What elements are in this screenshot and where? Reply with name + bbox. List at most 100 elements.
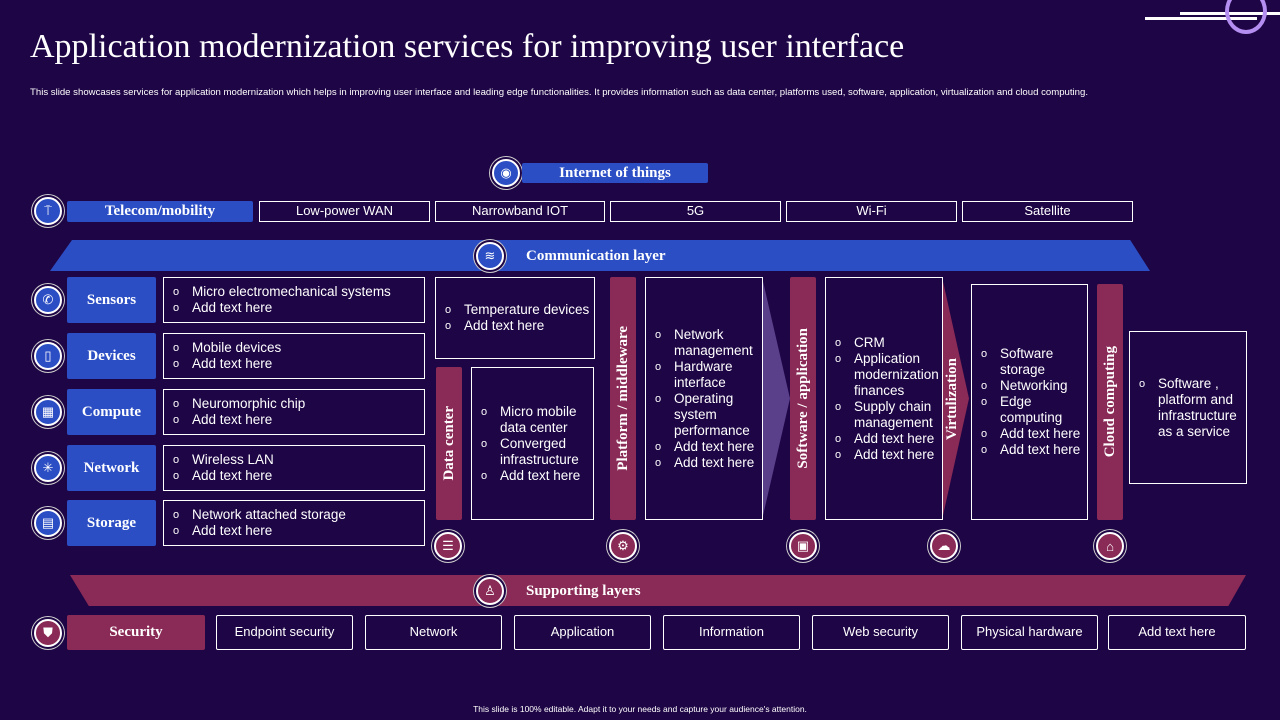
row-label-sensors: Sensors [67, 277, 156, 323]
row-box-compute: Neuromorphic chipAdd text here [163, 389, 425, 435]
software-bar: Software / application [790, 277, 816, 520]
list-item: Micro electromechanical systems [164, 284, 391, 300]
bullet-list: Mobile devicesAdd text here [164, 340, 281, 372]
software-box: CRMApplication modernization financesSup… [825, 277, 943, 520]
row-box-network: Wireless LANAdd text here [163, 445, 425, 491]
security-item: Endpoint security [216, 615, 353, 650]
list-item: Network attached storage [164, 507, 346, 523]
cloud-laptop-icon: ⌂ [1096, 532, 1124, 560]
list-item: Neuromorphic chip [164, 396, 305, 412]
list-item: Add text here [164, 523, 346, 539]
chip-icon: ▦ [34, 398, 62, 426]
monitor-gear-icon: ▣ [789, 532, 817, 560]
platform-box: Network managementHardware interfaceOper… [645, 277, 763, 520]
list-item: Add text here [646, 455, 758, 471]
list-item: Operating system performance [646, 391, 758, 439]
list-item: Add text here [164, 468, 274, 484]
cloud-bar: Cloud computing [1097, 284, 1123, 520]
list-item: Add text here [972, 426, 1087, 442]
cloud-box: Software , platform and infrastructure a… [1129, 331, 1247, 484]
mobile-device-icon: ▯ [34, 342, 62, 370]
decoration-ring [1225, 0, 1267, 34]
list-item: Add text here [972, 442, 1087, 458]
list-item: Supply chain management [826, 399, 942, 431]
list-item: Mobile devices [164, 340, 281, 356]
list-item: Application modernization finances [826, 351, 942, 399]
bullet-list: Micro electromechanical systemsAdd text … [164, 284, 391, 316]
telecom-item: Satellite [962, 201, 1133, 222]
security-item: Add text here [1108, 615, 1246, 650]
security-label: Security [67, 615, 205, 650]
telecom-item: Wi-Fi [786, 201, 957, 222]
security-item: Information [663, 615, 800, 650]
row-box-devices: Mobile devicesAdd text here [163, 333, 425, 379]
bullet-list: Wireless LANAdd text here [164, 452, 274, 484]
list-item: Add text here [436, 318, 589, 334]
virtualization-label: Virtulization [944, 357, 960, 440]
bullet-list: CRMApplication modernization financesSup… [826, 335, 942, 463]
signal-icon: ≋ [476, 242, 504, 270]
list-item: Networking [972, 378, 1087, 394]
security-item: Web security [812, 615, 949, 650]
footer-note: This slide is 100% editable. Adapt it to… [473, 704, 807, 714]
telecom-item: 5G [610, 201, 781, 222]
telecom-item: Low-power WAN [259, 201, 430, 222]
factory-icon: ⚙ [609, 532, 637, 560]
list-item: Software storage [972, 346, 1087, 378]
iot-label: Internet of things [522, 163, 708, 183]
bullet-list: Temperature devicesAdd text here [436, 302, 589, 334]
list-item: Add text here [164, 300, 391, 316]
bullet-list: Micro mobile data centerConverged infras… [472, 404, 593, 484]
communication-layer-band [50, 240, 1150, 271]
data-center-label: Data center [440, 406, 457, 481]
telecom-item: Narrowband IOT [435, 201, 605, 222]
cloud-label: Cloud computing [1101, 346, 1118, 458]
list-item: Micro mobile data center [472, 404, 593, 436]
bullet-list: Software , platform and infrastructure a… [1130, 376, 1246, 440]
page-title: Application modernization services for i… [30, 28, 905, 65]
data-center-box: Micro mobile data centerConverged infras… [471, 367, 594, 520]
list-item: Add text here [646, 439, 758, 455]
list-item: Add text here [826, 431, 942, 447]
security-item: Network [365, 615, 502, 650]
list-item: Software , platform and infrastructure a… [1130, 376, 1240, 440]
row-label-storage: Storage [67, 500, 156, 546]
row-label-devices: Devices [67, 333, 156, 379]
list-item: Temperature devices [436, 302, 589, 318]
row-label-network: Network [67, 445, 156, 491]
shield-icon: ⛊ [34, 619, 62, 647]
virtualization-box: Software storageNetworkingEdge computing… [971, 284, 1088, 520]
cloud-server-icon: ☁ [930, 532, 958, 560]
person-network-icon: ♙ [476, 577, 504, 605]
bullet-list: Software storageNetworkingEdge computing… [972, 346, 1087, 458]
list-item: Hardware interface [646, 359, 758, 391]
supporting-layers-band [70, 575, 1246, 606]
bullet-list: Network attached storageAdd text here [164, 507, 346, 539]
page-subtitle: This slide showcases services for applic… [30, 87, 1089, 98]
data-center-top-box: Temperature devicesAdd text here [435, 277, 595, 359]
telecom-label: Telecom/mobility [67, 201, 253, 222]
communication-layer-label: Communication layer [526, 248, 666, 264]
platform-bar: Platform / middleware [610, 277, 636, 520]
storage-icon: ▤ [34, 509, 62, 537]
sensor-icon: ✆ [34, 286, 62, 314]
network-icon: ✳ [34, 454, 62, 482]
list-item: Network management [646, 327, 758, 359]
bullet-list: Network managementHardware interfaceOper… [646, 327, 762, 471]
data-center-bar: Data center [436, 367, 462, 520]
list-item: CRM [826, 335, 942, 351]
row-box-sensors: Micro electromechanical systemsAdd text … [163, 277, 425, 323]
arrow-shape [762, 277, 790, 520]
list-item: Converged infrastructure [472, 436, 593, 468]
row-label-compute: Compute [67, 389, 156, 435]
decoration-lines [1145, 17, 1257, 20]
software-label: Software / application [794, 328, 811, 469]
list-item: Wireless LAN [164, 452, 274, 468]
list-item: Add text here [164, 356, 281, 372]
list-item: Edge computing [972, 394, 1087, 426]
database-icon: ☰ [434, 532, 462, 560]
security-item: Application [514, 615, 651, 650]
platform-label: Platform / middleware [614, 326, 631, 471]
supporting-layers-label: Supporting layers [526, 583, 641, 599]
list-item: Add text here [164, 412, 305, 428]
